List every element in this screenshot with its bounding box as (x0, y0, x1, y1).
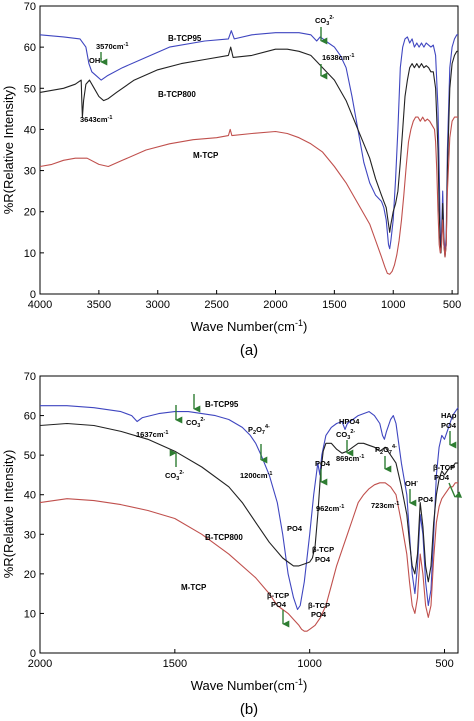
panel-b-annotation-p2o7-right: P2O74- (375, 444, 397, 456)
y-tick-label: 40 (24, 124, 36, 136)
panel-a-label-btcp800: B-TCP800 (158, 90, 196, 99)
panel-b-annotation-oh: OH- (405, 479, 418, 488)
panel-a-annotation-3643: 3643cm-1 (80, 115, 112, 124)
y-tick-label: 20 (24, 569, 36, 581)
x-tick-label: 2500 (204, 299, 228, 311)
y-tick-label: 60 (24, 411, 36, 423)
panel-b-annotation-hap-po4: PO4 (441, 421, 457, 430)
panel-b-label-mtcp: M-TCP (181, 583, 207, 592)
panel-b-annotation-co3-left: CO32- (165, 470, 184, 482)
y-tick-label: 10 (24, 608, 36, 620)
panel-b-annotation-co3-right: CO32- (336, 429, 355, 441)
panel-a-series (39, 30, 458, 275)
panel-a-y-axis-label: %R(Relative Intensity) (1, 86, 16, 215)
y-tick-label: 0 (30, 289, 36, 301)
panel-a-caption: (a) (240, 342, 258, 359)
x-tick-label: 1500 (322, 299, 346, 311)
series-line-m-tcp (39, 116, 458, 275)
series-line-b-tcp95 (40, 405, 459, 611)
y-tick-label: 40 (24, 490, 36, 502)
series-line-b-tcp800 (39, 422, 458, 583)
panel-a-label-mtcp: M-TCP (193, 151, 219, 160)
panel-b-plot-frame (39, 375, 459, 654)
panel-b-annotation-hap: HAp (441, 411, 457, 420)
panel-b-annotation-po4-962: PO4 (315, 459, 331, 468)
panel-b-annotation-btcp-low: β-TCP (267, 591, 289, 600)
panel-a: 0 10 20 30 40 50 60 70 4000 3500 3000 2500 2000 1500… (1, 1, 461, 359)
panel-b-annotation-723: 723cm-1 (371, 501, 399, 510)
x-tick-label: 1500 (163, 658, 187, 670)
panel-a-annotation-co3: CO32- (315, 15, 334, 27)
x-tick-label: 2000 (263, 299, 287, 311)
panel-b-annotation-po4-oh: PO4 (418, 495, 434, 504)
panel-b-annotation-btcp-right: β-TCP (433, 463, 455, 472)
panel-b-annotation-btcp-low2-po4: PO4 (311, 610, 327, 619)
x-tick-label: 3500 (87, 299, 111, 311)
panel-b-annotation-hpo4: HPO4 (339, 417, 360, 426)
panel-b-annotation-1200: 1200cm-1 (240, 471, 272, 480)
x-tick-label: 500 (443, 299, 461, 311)
panel-b-arrow-btcp-right (448, 482, 463, 498)
panel-b-y-axis-label: %R(Relative Intensity) (1, 450, 16, 579)
x-tick-label: 1000 (297, 658, 321, 670)
y-tick-label: 70 (24, 371, 36, 383)
series-line-m-tcp (39, 482, 458, 632)
y-tick-label: 30 (24, 529, 36, 541)
panel-b-label-btcp800: B-TCP800 (205, 533, 243, 542)
panel-a-y-ticks: 0 10 20 30 40 50 60 70 (24, 1, 44, 301)
panel-b-label-btcp95: B-TCP95 (205, 400, 239, 409)
panel-b-x-axis-label: Wave Number(cm-1) (191, 677, 308, 693)
x-tick-label: 500 (435, 658, 453, 670)
panel-b-annotation-1637: 1637cm-1 (136, 430, 168, 439)
y-tick-label: 10 (24, 248, 36, 260)
x-tick-label: 2000 (28, 658, 52, 670)
x-tick-label: 1000 (381, 299, 405, 311)
panel-a-label-btcp95: B-TCP95 (168, 34, 202, 43)
x-tick-label: 4000 (28, 299, 52, 311)
panel-b-annotation-869: 869cm-1 (336, 454, 364, 463)
panel-b-annotation-co3-mid: CO32- (186, 417, 205, 429)
y-tick-label: 0 (30, 648, 36, 660)
y-tick-label: 50 (24, 83, 36, 95)
panel-a-x-axis-label: Wave Number(cm-1) (191, 318, 308, 334)
panel-b-annotation-po4-mid: PO4 (287, 524, 303, 533)
panel-b-x-ticks: 2000 1500 1000 500 (28, 649, 454, 670)
panel-b-annotation-btcp-right-po4: PO4 (434, 473, 450, 482)
y-tick-label: 50 (24, 450, 36, 462)
panel-a-annotation-1638: 1638cm-1 (322, 53, 354, 62)
panel-b-annotation-btcp-low2: β-TCP (308, 601, 330, 610)
panel-a-annotation-3570: 3570cm-1 (96, 42, 128, 51)
y-tick-label: 30 (24, 166, 36, 178)
panel-b-series (39, 405, 459, 632)
y-tick-label: 60 (24, 42, 36, 54)
panel-a-x-ticks: 4000 3500 3000 2500 2000 1500 1000 500 (28, 290, 461, 311)
panel-a-plot-frame (39, 5, 459, 295)
panel-b-annotation-btcp-low-po4: PO4 (271, 600, 287, 609)
panel-b-y-ticks: 0 10 20 30 40 50 60 70 (24, 371, 44, 660)
panel-b: 0 10 20 30 40 50 60 70 2000 1500 1000 500 %R(Relat… (1, 371, 463, 718)
x-tick-label: 3000 (146, 299, 170, 311)
panel-b-annotation-p2o7-left: P2O74- (248, 424, 270, 436)
panel-b-annotation-962: 962cm-1 (316, 504, 344, 513)
y-tick-label: 20 (24, 207, 36, 219)
series-line-b-tcp800 (39, 46, 458, 258)
panel-b-annotation-btcp-mid-po4: PO4 (315, 555, 331, 564)
panel-b-annotation-btcp-mid: β-TCP (312, 545, 334, 554)
panel-b-caption: (b) (240, 701, 258, 718)
y-tick-label: 70 (24, 1, 36, 13)
